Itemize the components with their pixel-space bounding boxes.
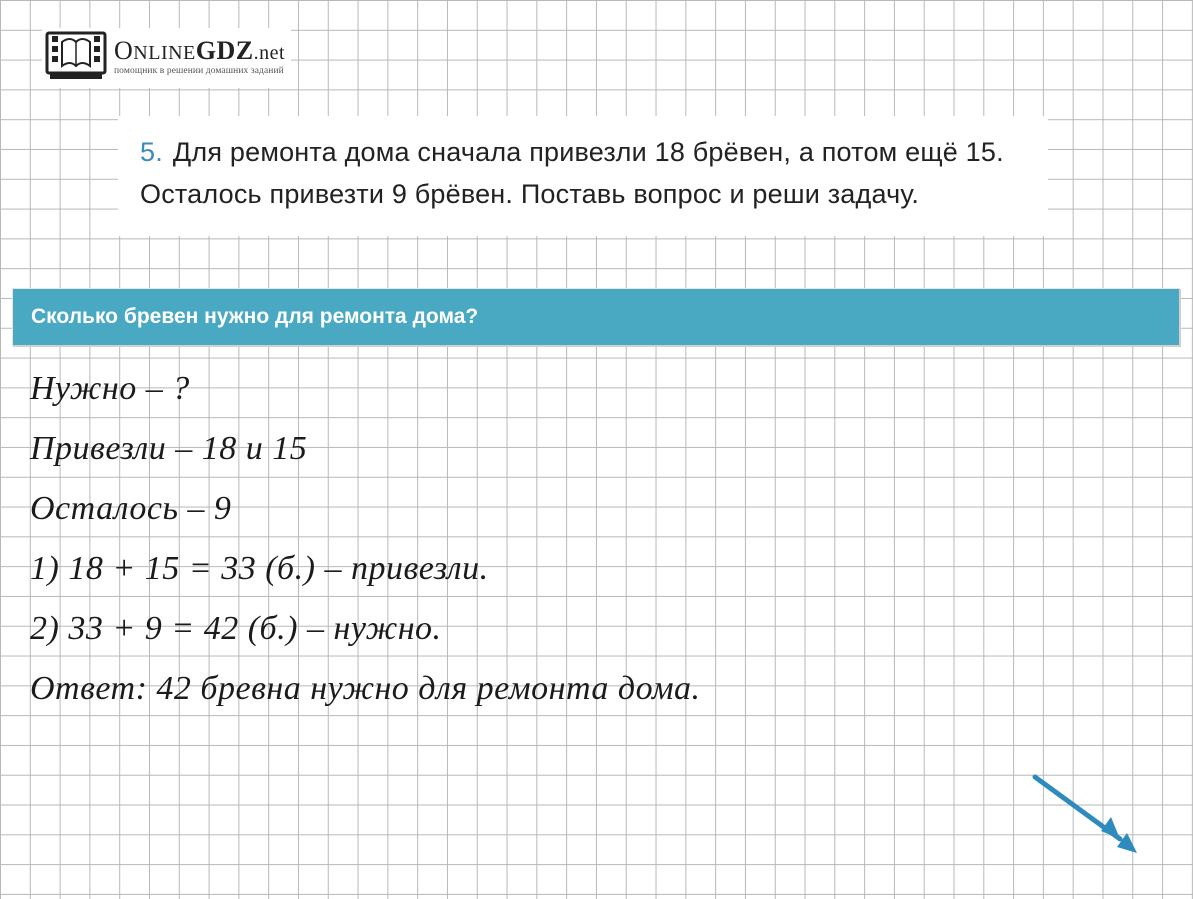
work-line: Привезли – 18 и 15 — [30, 432, 1130, 466]
question-bar: Сколько бревен нужно для ремонта дома? — [12, 288, 1180, 346]
work-line: Осталось – 9 — [30, 492, 1130, 526]
brand-nline: NLINE — [133, 42, 195, 64]
cursor-pointer-icon — [1025, 767, 1145, 857]
work-line: Ответ: 42 бревна нужно для ремонта дома. — [30, 672, 1130, 706]
problem-number: 5. — [140, 137, 163, 167]
problem-statement: 5.Для ремонта дома сначала привезли 18 б… — [118, 116, 1048, 236]
work-line: 1) 18 + 15 = 33 (б.) – привезли. — [30, 552, 1130, 586]
work-line: 2) 33 + 9 = 42 (б.) – нужно. — [30, 612, 1130, 646]
logo-tagline: помощник в решении домашних заданий — [114, 66, 285, 76]
brand-net: .net — [254, 42, 285, 64]
handwritten-solution: Нужно – ? Привезли – 18 и 15 Осталось – … — [30, 372, 1130, 732]
film-book-icon — [44, 30, 108, 82]
brand-gdz: GDZ — [196, 36, 254, 65]
work-line: Нужно – ? — [30, 372, 1130, 406]
problem-text: Для ремонта дома сначала привезли 18 брё… — [140, 137, 1004, 209]
logo-text: ONLINEGDZ.net помощник в решении домашни… — [114, 36, 285, 76]
site-logo: ONLINEGDZ.net помощник в решении домашни… — [42, 28, 291, 88]
brand-o: O — [114, 36, 133, 65]
question-text: Сколько бревен нужно для ремонта дома? — [31, 305, 478, 329]
